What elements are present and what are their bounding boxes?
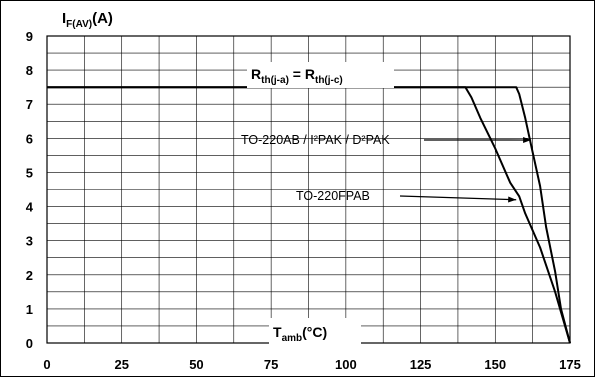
series-line-1 (47, 86, 571, 344)
x-tick-label: 0 (43, 357, 50, 372)
x-tick-label: 175 (559, 357, 581, 372)
annotation-1: TO-220AB / I²PAK / D²PAK (241, 133, 532, 147)
annotation-leader (399, 195, 517, 201)
y-tick-label: 1 (26, 302, 33, 317)
x-tick-label: 150 (484, 357, 506, 372)
y-tick-label: 9 (26, 29, 33, 44)
y-tick-label: 8 (26, 63, 33, 78)
y-axis-label: IF(AV)(A) (62, 10, 113, 30)
annotation-label: TO-220AB / I²PAK / D²PAK (241, 133, 390, 147)
y-tick-label: 4 (26, 200, 34, 215)
tick-labels: 0 25 50 75 100 125 150 175 0 1 2 3 4 5 6 7 8 9 (26, 29, 581, 372)
annotation-arrowhead (523, 137, 532, 143)
condition-label: Rth(j-a) = Rth(j-c) (247, 62, 394, 88)
svg-text:Tamb(°C): Tamb(°C) (273, 324, 327, 344)
x-tick-label: 25 (114, 357, 128, 372)
series-line-2 (47, 86, 571, 344)
y-tick-label: 5 (26, 165, 33, 180)
x-tick-label: 50 (189, 357, 203, 372)
x-tick-label: 125 (410, 357, 432, 372)
annotation-label: TO-220FPAB (296, 189, 370, 203)
x-axis-label: Tamb(°C) (269, 318, 361, 346)
y-tick-label: 3 (26, 234, 33, 249)
svg-text:Rth(j-a) = Rth(j-c): Rth(j-a) = Rth(j-c) (251, 66, 343, 86)
y-tick-label: 2 (26, 268, 33, 283)
annotation-2: TO-220FPAB (296, 189, 517, 203)
y-tick-label: 6 (26, 131, 33, 146)
x-tick-label: 75 (264, 357, 278, 372)
y-tick-label: 0 (26, 336, 33, 351)
annotation-arrowhead (508, 196, 517, 203)
curves (47, 86, 571, 344)
annotations: TO-220AB / I²PAK / D²PAK TO-220FPAB (241, 133, 532, 203)
y-tick-label: 7 (26, 97, 33, 112)
x-tick-label: 100 (335, 357, 357, 372)
